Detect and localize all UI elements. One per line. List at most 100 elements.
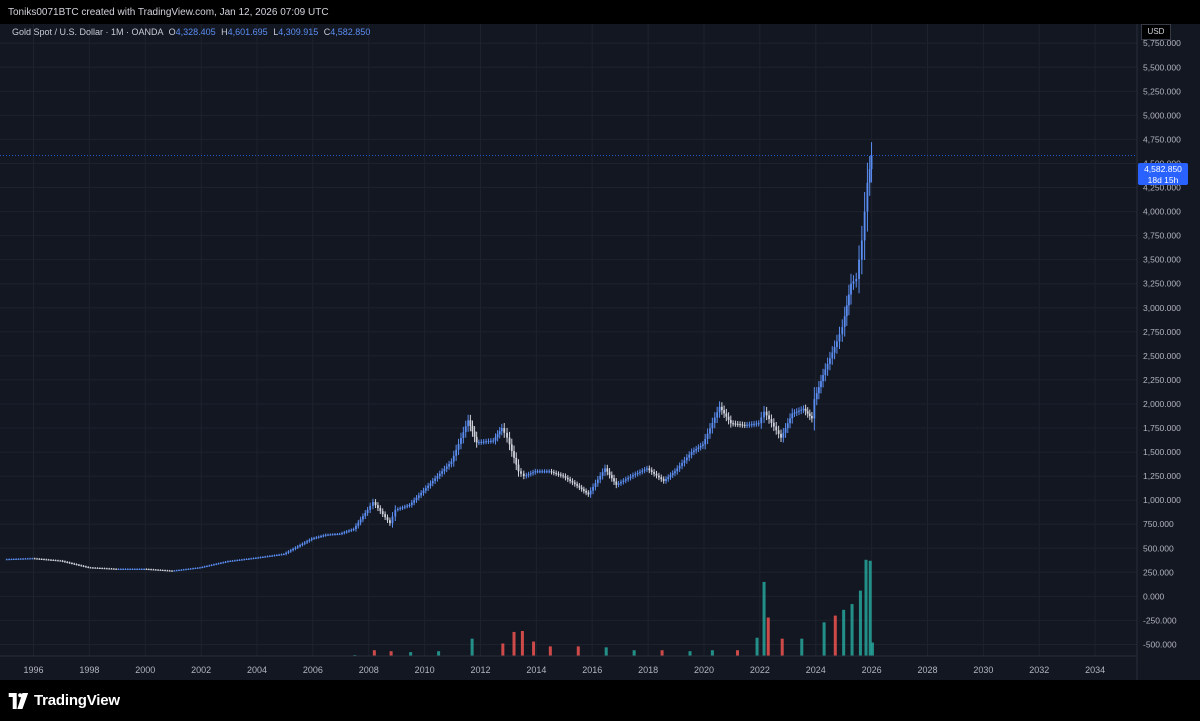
footer: TradingView: [0, 680, 1200, 721]
candle-body: [870, 155, 873, 170]
x-tick-label: 2012: [470, 665, 490, 675]
candle-body: [24, 558, 27, 560]
tradingview-logo[interactable]: TradingView: [8, 692, 120, 709]
candle-body: [199, 567, 201, 569]
candle-body: [208, 565, 211, 567]
candle-body: [29, 558, 31, 560]
candle-body: [613, 478, 615, 482]
candle-body: [836, 341, 838, 348]
candle-body: [322, 535, 325, 537]
candle-body: [813, 399, 816, 419]
candle-body: [650, 470, 653, 472]
volume-bar: [632, 650, 636, 656]
candle-body: [192, 568, 194, 570]
candle-body: [261, 556, 264, 558]
candle-body: [224, 561, 227, 563]
candle-body: [103, 568, 106, 570]
candle-body: [266, 556, 269, 558]
candle-body: [697, 447, 700, 449]
candle-body: [843, 316, 846, 328]
candle-body: [555, 472, 558, 474]
candle-body: [329, 534, 332, 536]
volume-bar: [762, 581, 766, 656]
candle-body: [78, 564, 80, 566]
candle-body: [496, 434, 499, 438]
candle-body: [301, 543, 304, 546]
candle-body: [357, 522, 360, 526]
candle-body: [513, 451, 515, 458]
candle-body: [366, 509, 369, 513]
candle-body: [802, 408, 805, 410]
candle-body: [817, 387, 820, 394]
candle-body: [341, 533, 343, 535]
candle-body: [213, 564, 215, 566]
candle-body: [471, 425, 474, 432]
candle-body: [289, 550, 292, 552]
candle-body: [313, 538, 315, 540]
volume-bar: [604, 647, 608, 656]
candle-body: [327, 534, 329, 536]
candle-body: [334, 534, 336, 536]
candle-body: [748, 424, 751, 426]
candle-body: [71, 563, 73, 565]
candle-body: [480, 441, 483, 443]
candle-body: [303, 542, 306, 544]
chart-frame[interactable]: -500.000 -250.000 0.000 250.000 500.000 750.0…: [0, 24, 1200, 680]
price-axis-background: [1137, 24, 1200, 680]
candle-body: [701, 444, 704, 446]
candle-body: [674, 471, 676, 474]
candle-body: [194, 568, 197, 570]
candle-body: [706, 433, 709, 440]
candle-body: [441, 471, 443, 474]
candle-body: [215, 563, 218, 565]
candle-body: [538, 471, 541, 473]
candle-body: [529, 473, 532, 475]
grid-lines: [0, 24, 1137, 656]
candle-body: [676, 468, 679, 472]
candle-body: [841, 327, 844, 335]
candle-body: [108, 568, 111, 570]
candle-body: [596, 479, 599, 484]
x-tick-label: 2002: [191, 665, 211, 675]
candle-body: [436, 476, 439, 479]
volume-bar: [868, 560, 872, 656]
candle-body: [443, 468, 446, 472]
candle-body: [352, 529, 355, 531]
last-price-tag: 4,582.850 18d 15h: [1138, 163, 1188, 185]
candle-body: [399, 508, 402, 510]
x-tick-label: 1998: [79, 665, 99, 675]
x-tick-label: 2008: [359, 665, 379, 675]
candle-body: [336, 533, 339, 535]
candle-body: [716, 412, 719, 418]
candle-body: [510, 444, 513, 452]
candle-body: [695, 448, 698, 451]
candle-body: [852, 281, 855, 284]
candle-body: [725, 413, 728, 417]
candle-body: [98, 567, 101, 569]
candle-body: [798, 410, 800, 412]
candle-body: [138, 568, 141, 570]
candle-body: [485, 441, 487, 443]
currency-selector[interactable]: USD: [1141, 24, 1171, 40]
candle-body: [338, 533, 341, 535]
candle-body: [422, 490, 425, 493]
candle-body: [520, 471, 522, 474]
candle-body: [753, 423, 755, 425]
candle-body: [413, 500, 416, 503]
price-candles: [5, 142, 873, 572]
price-chart[interactable]: -500.000 -250.000 0.000 250.000 500.000 750.0…: [0, 24, 1200, 680]
candle-body: [678, 465, 681, 469]
volume-bar: [870, 642, 874, 656]
candle-body: [166, 570, 169, 572]
candle-body: [54, 560, 57, 562]
y-tick-label: 750.000: [1143, 519, 1174, 529]
x-tick-label: 2018: [638, 665, 658, 675]
candle-body: [604, 468, 606, 473]
candle-body: [282, 554, 285, 556]
candle-body: [782, 432, 785, 438]
candle-body: [699, 445, 702, 448]
candle-body: [763, 411, 765, 418]
candle-body: [734, 423, 737, 425]
candle-body: [38, 558, 41, 560]
candle-body: [580, 487, 583, 490]
